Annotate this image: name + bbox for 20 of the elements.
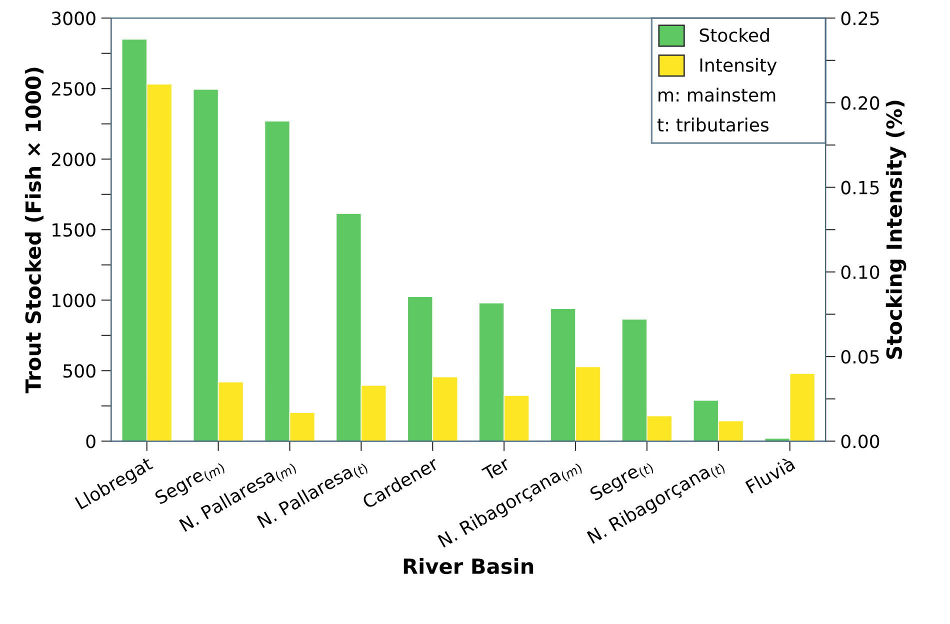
y2-tick-label: 0.10 — [841, 265, 880, 280]
y-tick-label: 3000 — [52, 12, 96, 26]
y-tick-label: 500 — [63, 364, 96, 378]
y2-axis-title: Stocking Intensity (%) — [886, 100, 906, 359]
y-tick-label: 2000 — [52, 152, 96, 166]
legend-label: Stocked — [700, 28, 769, 42]
annotation: m: mainstem — [658, 88, 776, 102]
annotation: t: tributaries — [657, 118, 769, 132]
y2-tick-label: 0.25 — [841, 12, 879, 26]
y-axis-title: Trout Stocked (Fish × 1000) — [24, 68, 44, 394]
y-tick-label: 0 — [86, 434, 96, 448]
y2-tick-label: 0.20 — [841, 96, 880, 110]
y2-tick-label: 0.15 — [841, 180, 879, 194]
y2-tick-label: 0.05 — [841, 350, 879, 364]
y-tick-label: 2500 — [52, 82, 96, 96]
y-tick-label: 1500 — [52, 223, 96, 237]
legend-label: Intensity — [700, 58, 777, 76]
x-axis-title: River Basin — [404, 558, 534, 574]
y-tick-label: 1000 — [52, 294, 96, 308]
y2-tick-label: 0.00 — [841, 434, 880, 448]
